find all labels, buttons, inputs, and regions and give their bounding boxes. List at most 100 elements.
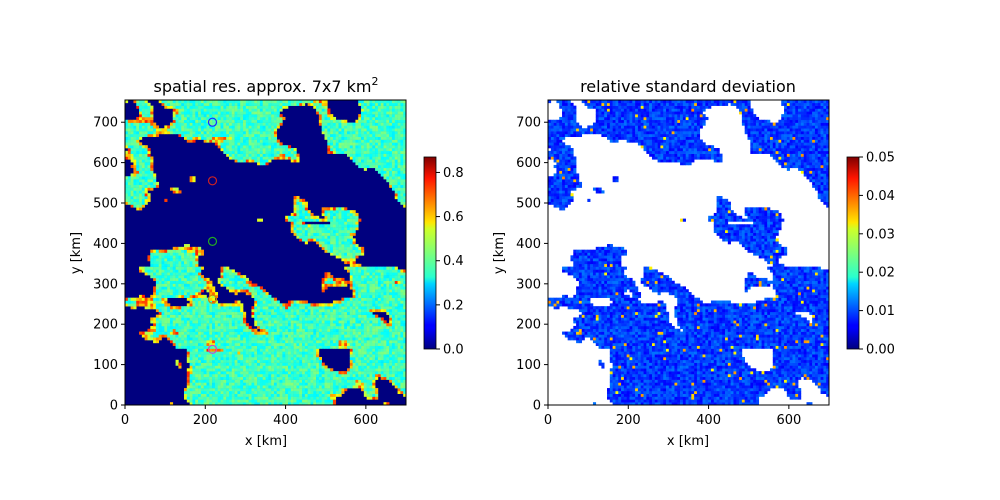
- left-heatmap-cell: [164, 275, 168, 279]
- left-heatmap-cell: [293, 399, 297, 403]
- left-heatmap-cell: [228, 354, 233, 358]
- left-heatmap-cell: [355, 300, 359, 304]
- left-heatmap-cell: [251, 345, 255, 349]
- left-heatmap-cell: [231, 317, 235, 321]
- left-heatmap-cell: [338, 311, 342, 315]
- left-heatmap-cell: [358, 362, 362, 366]
- left-heatmap-cell: [226, 396, 230, 400]
- left-heatmap-cell: [285, 362, 289, 366]
- left-heatmap-cell: [254, 306, 258, 310]
- left-heatmap-cell: [141, 150, 145, 154]
- left-heatmap-cell: [130, 196, 134, 200]
- left-heatmap-cell: [217, 342, 221, 346]
- left-heatmap-cell: [369, 390, 373, 394]
- left-heatmap-cell: [403, 328, 406, 332]
- left-heatmap-cell: [369, 331, 373, 335]
- left-heatmap-cell: [327, 148, 331, 152]
- left-heatmap-cell: [377, 131, 382, 135]
- left-heatmap-cell: [279, 373, 283, 378]
- left-heatmap-cell: [377, 280, 382, 284]
- left-heatmap-cell: [349, 229, 353, 234]
- left-heatmap-cell: [293, 396, 297, 400]
- left-heatmap-cell: [369, 354, 373, 358]
- left-heatmap-cell: [248, 356, 252, 361]
- left-heatmap-cell: [203, 337, 207, 341]
- left-heatmap-cell: [304, 354, 308, 358]
- left-heatmap-cell: [265, 393, 269, 397]
- left-heatmap-cell: [341, 252, 345, 256]
- left-heatmap-cell: [158, 337, 162, 341]
- left-heatmap-cell: [251, 159, 255, 163]
- left-heatmap-cell: [363, 331, 367, 335]
- left-heatmap-cell: [313, 340, 317, 344]
- left-heatmap-cell: [136, 136, 140, 140]
- left-heatmap-cell: [150, 170, 154, 174]
- left-heatmap-cell: [375, 323, 379, 327]
- left-heatmap-cell: [341, 235, 345, 239]
- left-heatmap-cell: [243, 277, 247, 282]
- left-heatmap-cell: [332, 136, 337, 140]
- left-heatmap-cell: [257, 133, 261, 138]
- left-heatmap-cell: [352, 215, 356, 219]
- left-heatmap-cell: [386, 334, 390, 338]
- left-heatmap-cell: [302, 368, 306, 372]
- left-heatmap-cell: [369, 275, 373, 279]
- left-heatmap-cell: [223, 399, 227, 403]
- left-heatmap-cell: [304, 311, 308, 315]
- left-heatmap-cell: [285, 399, 289, 403]
- left-heatmap-cell: [223, 314, 227, 318]
- left-heatmap-cell: [324, 212, 328, 217]
- left-heatmap-cell: [220, 334, 224, 338]
- left-heatmap-cell: [206, 131, 210, 135]
- left-heatmap-cell: [344, 136, 348, 140]
- left-heatmap-cell: [366, 362, 370, 366]
- left-heatmap-cell: [226, 368, 230, 372]
- left-heatmap-cell: [335, 212, 339, 217]
- left-heatmap-cell: [147, 198, 151, 202]
- left-heatmap-cell: [265, 306, 269, 310]
- left-heatmap-cell: [327, 212, 331, 217]
- left-heatmap-cell: [386, 150, 390, 154]
- left-heatmap-cell: [186, 331, 190, 335]
- left-heatmap-cell: [248, 150, 252, 154]
- left-heatmap-cell: [310, 351, 314, 355]
- left-heatmap-cell: [330, 128, 334, 132]
- left-heatmap-cell: [366, 139, 370, 143]
- left-heatmap-cell: [139, 162, 143, 166]
- left-heatmap-cell: [265, 300, 269, 304]
- left-heatmap-cell: [234, 385, 238, 389]
- left-heatmap-cell: [206, 337, 210, 341]
- left-heatmap-cell: [212, 131, 216, 135]
- left-heatmap-cell: [332, 232, 337, 236]
- left-heatmap-cell: [332, 345, 337, 349]
- left-heatmap-cell: [287, 382, 292, 386]
- left-heatmap-cell: [287, 390, 292, 394]
- left-heatmap-cell: [217, 396, 221, 400]
- left-heatmap-cell: [240, 303, 244, 307]
- left-heatmap-cell: [271, 323, 275, 327]
- left-heatmap-cell: [389, 173, 393, 177]
- left-heatmap-cell: [290, 227, 294, 231]
- left-heatmap-cell: [346, 373, 351, 378]
- left-heatmap-cell: [186, 269, 190, 273]
- left-heatmap-cell: [212, 348, 216, 352]
- left-heatmap-cell: [310, 345, 314, 349]
- left-heatmap-cell: [169, 275, 174, 279]
- left-heatmap-cell: [243, 368, 247, 372]
- left-heatmap-cell: [271, 365, 275, 369]
- left-heatmap-cell: [369, 283, 373, 287]
- left-heatmap-cell: [282, 393, 286, 397]
- left-heatmap-cell: [346, 246, 351, 250]
- left-heatmap-cell: [349, 354, 353, 358]
- left-heatmap-cell: [125, 139, 129, 143]
- left-heatmap-cell: [271, 388, 275, 392]
- left-heatmap-cell: [189, 176, 193, 180]
- left-heatmap-cell: [220, 385, 224, 389]
- left-heatmap-cell: [361, 371, 365, 375]
- left-heatmap-cell: [237, 373, 241, 378]
- left-heatmap-cell: [136, 128, 140, 132]
- left-heatmap-cell: [228, 396, 233, 400]
- left-heatmap-cell: [237, 359, 241, 363]
- left-heatmap-cell: [240, 396, 244, 400]
- left-heatmap-cell: [223, 362, 227, 366]
